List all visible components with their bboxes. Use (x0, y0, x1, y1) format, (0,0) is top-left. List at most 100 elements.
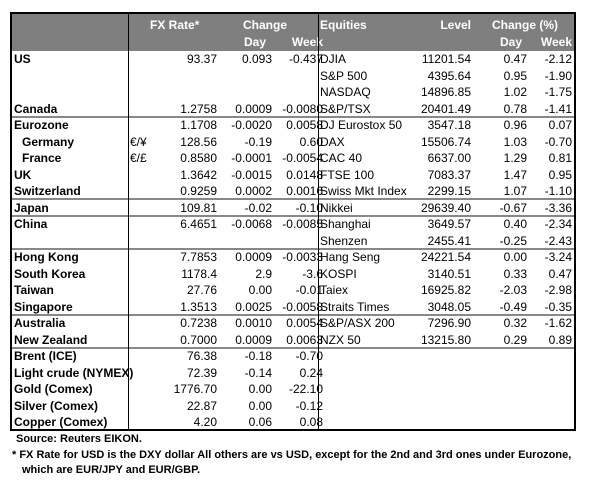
cell-eq-day: 0.95 (503, 68, 527, 83)
cell-fx-week: 0.0058 (286, 118, 323, 132)
cell-level: 29639.40 (420, 200, 471, 215)
cell-fx: 22.87 (186, 398, 217, 413)
cell-fx: 0.7000 (180, 332, 217, 347)
cell-fx-week: -0.0058 (282, 299, 323, 314)
cell-eq-day: 1.02 (503, 85, 527, 99)
cell-country: Canada (14, 101, 58, 116)
table-row: Light crude (NYMEX) 72.39 -0.14 0.24 (12, 365, 574, 382)
cell-fx-week: 0.24 (299, 365, 323, 380)
cell-eq-week: -3.24 (544, 250, 572, 264)
table-row: Shenzen 2455.41 -0.25 -2.43 (12, 233, 574, 250)
cell-fx-week: -3.6 (302, 266, 323, 281)
cell-country: Australia (14, 316, 66, 330)
cell-equity: DJ Eurostox 50 (320, 118, 403, 132)
cell-fx-week: 0.60 (299, 134, 323, 149)
cell-eq-day: 0.40 (503, 217, 527, 231)
table-row: Japan 109.81 -0.02 -0.10 Nikkei 29639.40 -0.67… (12, 200, 574, 217)
table-row: S&P 500 4395.64 0.95 -1.90 (12, 68, 574, 85)
cell-fx: 0.9259 (180, 184, 217, 198)
cell-eq-week: -0.35 (544, 299, 572, 314)
cell-fx: 72.39 (186, 365, 217, 380)
cell-eq-day: -2.03 (499, 283, 527, 297)
cell-eq-day: -0.25 (499, 233, 527, 248)
cell-equity: S&P/TSX (320, 101, 371, 116)
cell-eq-day: 0.33 (503, 266, 527, 281)
cell-country: Taiwan (14, 283, 54, 297)
cell-fx-week: -0.70 (295, 349, 323, 363)
cell-country: China (14, 217, 48, 231)
market-table: FX Rate* Change Day Week Equities Level … (10, 12, 576, 431)
cell-eq-week: -1.75 (544, 85, 572, 99)
cell-eq-day: 0.47 (503, 52, 527, 66)
cell-eq-day: -0.67 (499, 200, 527, 215)
cell-eq-day: 0.96 (503, 118, 527, 132)
cell-fx-day: 0.0009 (235, 250, 272, 264)
cell-fx: 1776.70 (173, 382, 217, 396)
table-row: Gold (Comex) 1776.70 0.00 -22.10 (12, 381, 574, 398)
cell-level: 16925.82 (420, 283, 471, 297)
table-row: New Zealand 0.7000 0.0009 0.0063 NZX 50 13215… (12, 332, 574, 349)
cell-equity: Taiex (320, 283, 349, 297)
cell-equity: S&P/ASX 200 (320, 316, 395, 330)
cell-country: US (14, 52, 31, 66)
cell-country: Gold (Comex) (14, 382, 93, 396)
cell-eq-week: -2.12 (544, 52, 572, 66)
cell-fx: 1178.4 (181, 266, 217, 281)
cell-fx-week: -0.0085 (282, 217, 323, 231)
table-row: Silver (Comex) 22.87 0.00 -0.12 (12, 398, 574, 415)
cell-country: Brent (ICE) (14, 349, 77, 363)
day-header: Day (244, 35, 267, 49)
cell-fx-day: 0.06 (248, 415, 272, 429)
cell-level: 3547.18 (427, 118, 471, 132)
cell-fx-week: -0.0033 (282, 250, 323, 264)
cell-country: Switzerland (14, 184, 81, 198)
cell-country: Singapore (14, 299, 73, 314)
table-row: Taiwan 27.76 0.00 -0.01 Taiex 16925.82 -2.03 -2… (12, 282, 574, 299)
cell-fx-day: -0.0001 (231, 151, 272, 165)
cell-fx-week: -0.0054 (282, 151, 323, 165)
table-row: China 6.4651 -0.0068 -0.0085 Shanghai 3649.57… (12, 216, 574, 233)
cell-equity: Shanghai (320, 217, 371, 231)
cell-fx: 1.1708 (180, 118, 217, 132)
cell-fx: 1.3642 (180, 167, 217, 182)
cell-equity: NASDAQ (320, 85, 371, 99)
cell-fx-day: 0.0002 (235, 184, 272, 198)
cell-country: Japan (14, 200, 49, 215)
cell-fx: 0.8580 (180, 151, 217, 165)
cell-fx-week: -22.10 (288, 382, 323, 396)
cell-eq-day: 0.78 (503, 101, 527, 116)
cell-fx-week: -0.10 (295, 200, 323, 215)
cell-level: 24221.54 (420, 250, 471, 264)
cell-eq-day: 1.29 (503, 151, 527, 165)
cell-country: France (22, 151, 62, 165)
cell-equity: Swiss Mkt Index (320, 184, 407, 198)
cell-fx: 1.3513 (180, 299, 217, 314)
cell-country: Copper (Comex) (14, 415, 108, 429)
cell-equity: Hang Seng (320, 250, 381, 264)
cell-fx-day: 0.0009 (235, 332, 272, 347)
cell-fx-day: 0.00 (248, 382, 272, 396)
cell-fx: 1.2758 (180, 101, 217, 116)
cell-fx-day: -0.02 (244, 200, 272, 215)
cell-fx-day: 0.0010 (235, 316, 272, 330)
cell-eq-week: -1.62 (544, 316, 572, 330)
cell-equity: KOSPI (320, 266, 357, 281)
cell-level: 6637.00 (427, 151, 471, 165)
cell-fx-day: 0.00 (248, 283, 272, 297)
cell-eq-week: -1.41 (544, 101, 572, 116)
cell-eq-week: 0.89 (548, 332, 572, 347)
cell-level: 7083.37 (427, 167, 471, 182)
cell-eq-week: -2.43 (544, 233, 572, 248)
table-row: Canada 1.2758 0.0009 -0.0080 S&P/TSX 20401.49… (12, 101, 574, 118)
cell-equity: DJIA (320, 52, 347, 66)
table-row: Switzerland 0.9259 0.0002 0.0016 Swiss Mkt I… (12, 183, 574, 200)
cell-eq-week: -2.98 (544, 283, 572, 297)
table-row: Hong Kong 7.7853 0.0009 -0.0033 Hang Seng 242… (12, 249, 574, 266)
table-row: Brent (ICE) 76.38 -0.18 -0.70 (12, 348, 574, 365)
table-row: South Korea 1178.4 2.9 -3.6 KOSPI 3140.51 0.33… (12, 266, 574, 283)
cell-fx-week: 0.0148 (286, 167, 323, 182)
cell-eq-week: 0.07 (548, 118, 572, 132)
footnote: * FX Rate for USD is the DXY dollar All … (12, 449, 572, 461)
cell-fx-week: -0.0080 (282, 101, 323, 116)
cell-level: 2455.41 (427, 233, 471, 248)
